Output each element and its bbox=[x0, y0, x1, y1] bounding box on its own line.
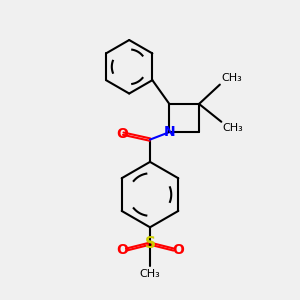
Text: N: N bbox=[164, 125, 175, 139]
Text: O: O bbox=[116, 243, 128, 256]
Text: S: S bbox=[145, 236, 155, 251]
Text: O: O bbox=[116, 127, 128, 141]
Text: CH₃: CH₃ bbox=[223, 123, 244, 133]
Text: CH₃: CH₃ bbox=[221, 73, 242, 83]
Text: CH₃: CH₃ bbox=[140, 269, 160, 279]
Text: O: O bbox=[172, 243, 184, 256]
